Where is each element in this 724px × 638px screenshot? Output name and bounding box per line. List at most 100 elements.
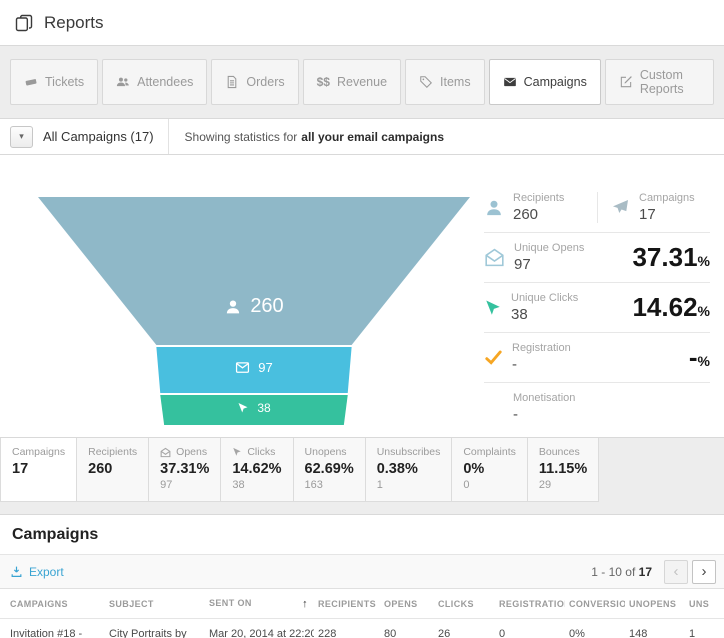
tab-items[interactable]: Items xyxy=(405,59,485,105)
paper-plane-icon xyxy=(611,198,630,217)
tab-custom-reports[interactable]: Custom Reports xyxy=(604,59,714,105)
cursor-icon xyxy=(237,402,249,414)
tab-label: Items xyxy=(440,75,471,89)
tab-label: Campaigns xyxy=(523,75,587,89)
unique-clicks-percentage: 14.62% xyxy=(632,292,710,322)
table-header-row: Campaigns Subject ↑ Sent On Recipients Op… xyxy=(0,589,724,619)
campaigns-section: Campaigns Export 1 - 10 of 17 ‹ › Campai… xyxy=(0,514,724,638)
download-icon xyxy=(10,565,23,578)
col-sent-on[interactable]: ↑ Sent On xyxy=(205,589,314,619)
person-icon xyxy=(224,298,242,316)
cell-sent-on: Mar 20, 2014 at 22:20 xyxy=(209,628,314,638)
summary-unique-opens: Unique Opens 97 37.31% xyxy=(484,233,710,283)
col-subject[interactable]: Subject xyxy=(105,589,205,619)
campaigns-section-title: Campaigns xyxy=(0,515,724,555)
campaign-filter-label: All Campaigns (17) xyxy=(43,129,154,144)
revenue-icon: $$ xyxy=(316,75,330,89)
summary-panel: Recipients 260 Campaigns 17 Unique xyxy=(484,183,710,437)
col-campaigns[interactable]: Campaigns xyxy=(0,589,105,619)
funnel-opens-label: 97 xyxy=(38,360,470,375)
report-tabs: Tickets Attendees Orders $$ Revenue Item… xyxy=(10,59,714,105)
stat-tabs-row: Campaigns 17 Recipients 260 Opens 37.31%… xyxy=(0,438,724,502)
stat-tab-clicks[interactable]: Clicks 14.62% 38 xyxy=(220,438,294,502)
recipients-label: Recipients xyxy=(513,192,565,204)
col-unopens[interactable]: Unopens xyxy=(625,589,685,619)
attendees-icon xyxy=(116,75,130,89)
funnel-clicks-value: 38 xyxy=(257,401,271,415)
col-opens[interactable]: Opens xyxy=(380,589,434,619)
table-toolbar: Export 1 - 10 of 17 ‹ › xyxy=(0,555,724,589)
cell-recipients: 228 xyxy=(318,628,337,638)
summary-recipients: Recipients 260 xyxy=(484,192,597,223)
tab-tickets[interactable]: Tickets xyxy=(10,59,99,105)
stat-tab-campaigns[interactable]: Campaigns 17 xyxy=(0,438,78,502)
pagination-range: 1 - 10 of 17 xyxy=(591,564,652,579)
campaign-statistics-panel: 260 97 38 Recipients 260 xyxy=(0,155,724,438)
cell-conversion: 0% xyxy=(569,628,585,638)
tab-orders[interactable]: Orders xyxy=(211,59,299,105)
custom-reports-icon xyxy=(619,75,633,89)
cursor-icon xyxy=(484,299,502,317)
col-clicks[interactable]: Clicks xyxy=(434,589,495,619)
orders-icon xyxy=(225,75,239,89)
recipients-value: 260 xyxy=(513,206,539,223)
summary-monetisation: Monetisation - xyxy=(484,383,710,432)
cell-subject: City Portraits by Brendan Neiland at Gal… xyxy=(109,628,187,638)
cell-clicks: 26 xyxy=(438,628,451,638)
funnel-opens-segment xyxy=(156,347,352,393)
col-registrations[interactable]: Registrations xyxy=(495,589,565,619)
funnel-recipients-value: 260 xyxy=(250,295,284,317)
tab-label: Revenue xyxy=(336,75,388,89)
campaigns-value: 17 xyxy=(639,206,656,223)
cell-registrations: 0 xyxy=(499,628,506,638)
summary-registration: Registration - -% xyxy=(484,333,710,383)
col-recipients[interactable]: Recipients xyxy=(314,589,380,619)
pagination-next-button[interactable]: › xyxy=(692,559,716,584)
monetisation-label: Monetisation xyxy=(513,392,576,404)
col-conversion[interactable]: Conversion xyxy=(565,589,625,619)
app-logo-icon xyxy=(14,13,34,33)
tab-revenue[interactable]: $$ Revenue xyxy=(302,59,402,105)
campaigns-envelope-icon xyxy=(503,75,517,89)
envelope-icon xyxy=(160,447,171,458)
chevron-left-icon: ‹ xyxy=(673,563,679,580)
funnel-recipients-label: 260 xyxy=(38,295,470,318)
stat-tab-unopens[interactable]: Unopens 62.69% 163 xyxy=(292,438,366,502)
ticket-icon xyxy=(24,75,38,89)
tab-label: Custom Reports xyxy=(639,68,684,96)
stat-tab-recipients[interactable]: Recipients 260 xyxy=(76,438,150,502)
tab-attendees[interactable]: Attendees xyxy=(102,59,208,105)
funnel-clicks-segment xyxy=(160,395,348,425)
stats-scope: all your email campaigns xyxy=(301,129,444,144)
showing-statistics-text: Showing statistics for all your email ca… xyxy=(167,119,444,154)
tab-campaigns[interactable]: Campaigns xyxy=(488,59,601,105)
items-icon xyxy=(419,75,433,89)
stat-tab-complaints[interactable]: Complaints 0% 0 xyxy=(451,438,528,502)
summary-top-row: Recipients 260 Campaigns 17 xyxy=(484,183,710,233)
tab-label: Attendees xyxy=(137,75,194,89)
stat-tab-unsubscribes[interactable]: Unsubscribes 0.38% 1 xyxy=(364,438,453,502)
cell-unsubscribes: 1 xyxy=(689,628,696,638)
export-button[interactable]: Export xyxy=(10,565,64,579)
page-title: Reports xyxy=(44,12,104,32)
col-unsubscribes[interactable]: Uns xyxy=(685,589,724,619)
table-row[interactable]: Invitation #18 - Final City Portraits by… xyxy=(0,619,724,638)
registration-count: - xyxy=(512,356,517,373)
stat-tab-bounces[interactable]: Bounces 11.15% 29 xyxy=(526,438,600,502)
unique-opens-label: Unique Opens xyxy=(514,242,585,254)
envelope-icon xyxy=(235,360,250,375)
unique-opens-percentage: 37.31% xyxy=(632,242,710,272)
sort-up-icon[interactable]: ↑ xyxy=(302,598,308,610)
filter-bar: ▾ All Campaigns (17) Showing statistics … xyxy=(0,118,724,155)
campaigns-table: Campaigns Subject ↑ Sent On Recipients Op… xyxy=(0,589,724,638)
summary-campaigns: Campaigns 17 xyxy=(597,192,710,223)
checkmark-icon xyxy=(484,348,503,367)
campaign-filter-dropdown-button[interactable]: ▾ xyxy=(10,125,33,148)
registration-percentage: -% xyxy=(688,342,710,372)
pagination-prev-button[interactable]: ‹ xyxy=(664,559,688,584)
chevron-down-icon: ▾ xyxy=(19,131,24,141)
stat-tab-opens[interactable]: Opens 37.31% 97 xyxy=(148,438,222,502)
campaign-funnel-chart: 260 97 38 xyxy=(38,197,470,429)
cell-unopens: 148 xyxy=(629,628,648,638)
